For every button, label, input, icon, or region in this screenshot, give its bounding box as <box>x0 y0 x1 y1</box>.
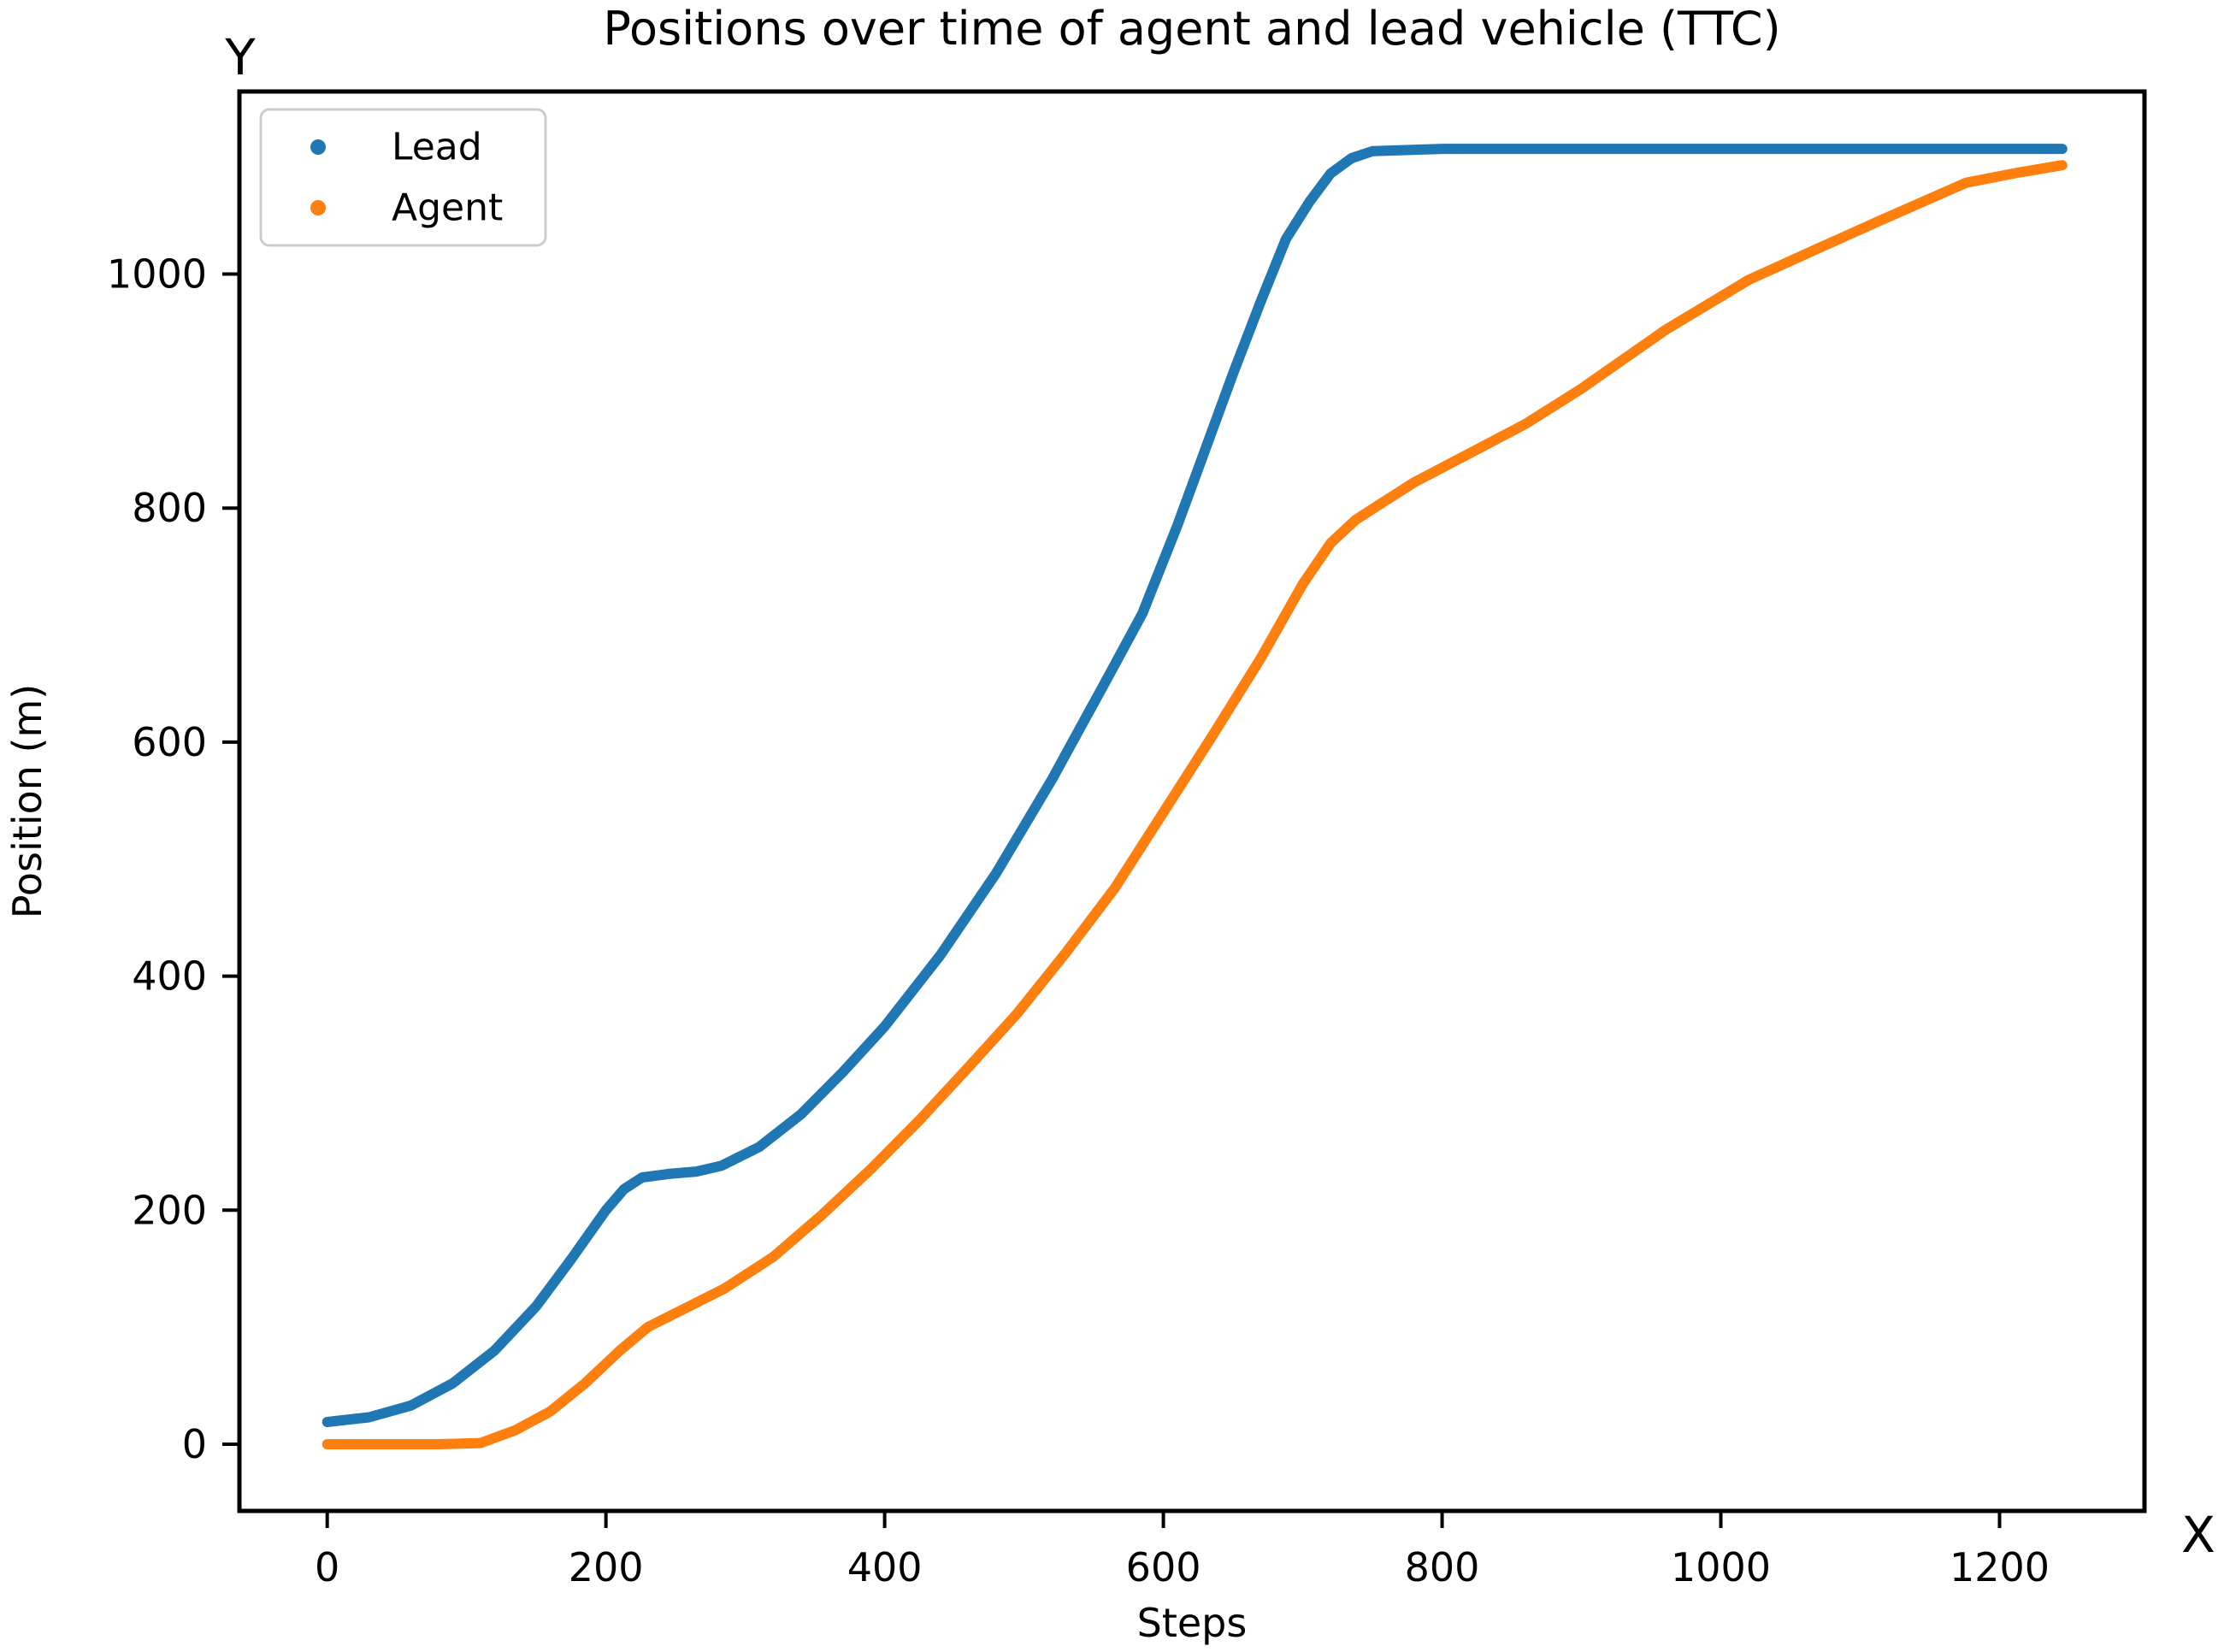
legend-label: Agent <box>392 186 503 230</box>
x-axis-annotation: X <box>2181 1506 2215 1564</box>
x-tick-label: 1200 <box>1950 1544 2050 1590</box>
series-line-agent <box>322 160 2068 1449</box>
chart-title: Positions over time of agent and lead ve… <box>603 2 1780 56</box>
y-tick-label: 800 <box>132 485 207 531</box>
y-tick-label: 0 <box>182 1421 207 1467</box>
x-tick-label: 600 <box>1126 1544 1201 1590</box>
y-tick-label: 1000 <box>107 251 207 297</box>
y-tick-label: 600 <box>132 719 207 765</box>
x-tick-label: 1000 <box>1671 1544 1771 1590</box>
legend-label: Lead <box>392 126 482 169</box>
legend-marker-dot-lead <box>310 139 326 155</box>
legend-marker-dot-agent <box>310 200 326 215</box>
x-tick-label: 0 <box>315 1544 339 1590</box>
y-tick-label: 400 <box>132 953 207 1000</box>
y-axis-label: Position (m) <box>4 684 50 918</box>
legend-box <box>259 108 547 247</box>
x-tick-label: 800 <box>1405 1544 1480 1590</box>
x-axis-label: Steps <box>1137 1600 1248 1646</box>
y-tick-label: 200 <box>132 1187 207 1233</box>
y-axis-annotation: Y <box>224 28 256 86</box>
series-line-lead <box>322 144 2068 1427</box>
plot-border <box>237 89 2147 1513</box>
x-tick-label: 200 <box>569 1544 644 1590</box>
x-tick-label: 400 <box>847 1544 923 1590</box>
